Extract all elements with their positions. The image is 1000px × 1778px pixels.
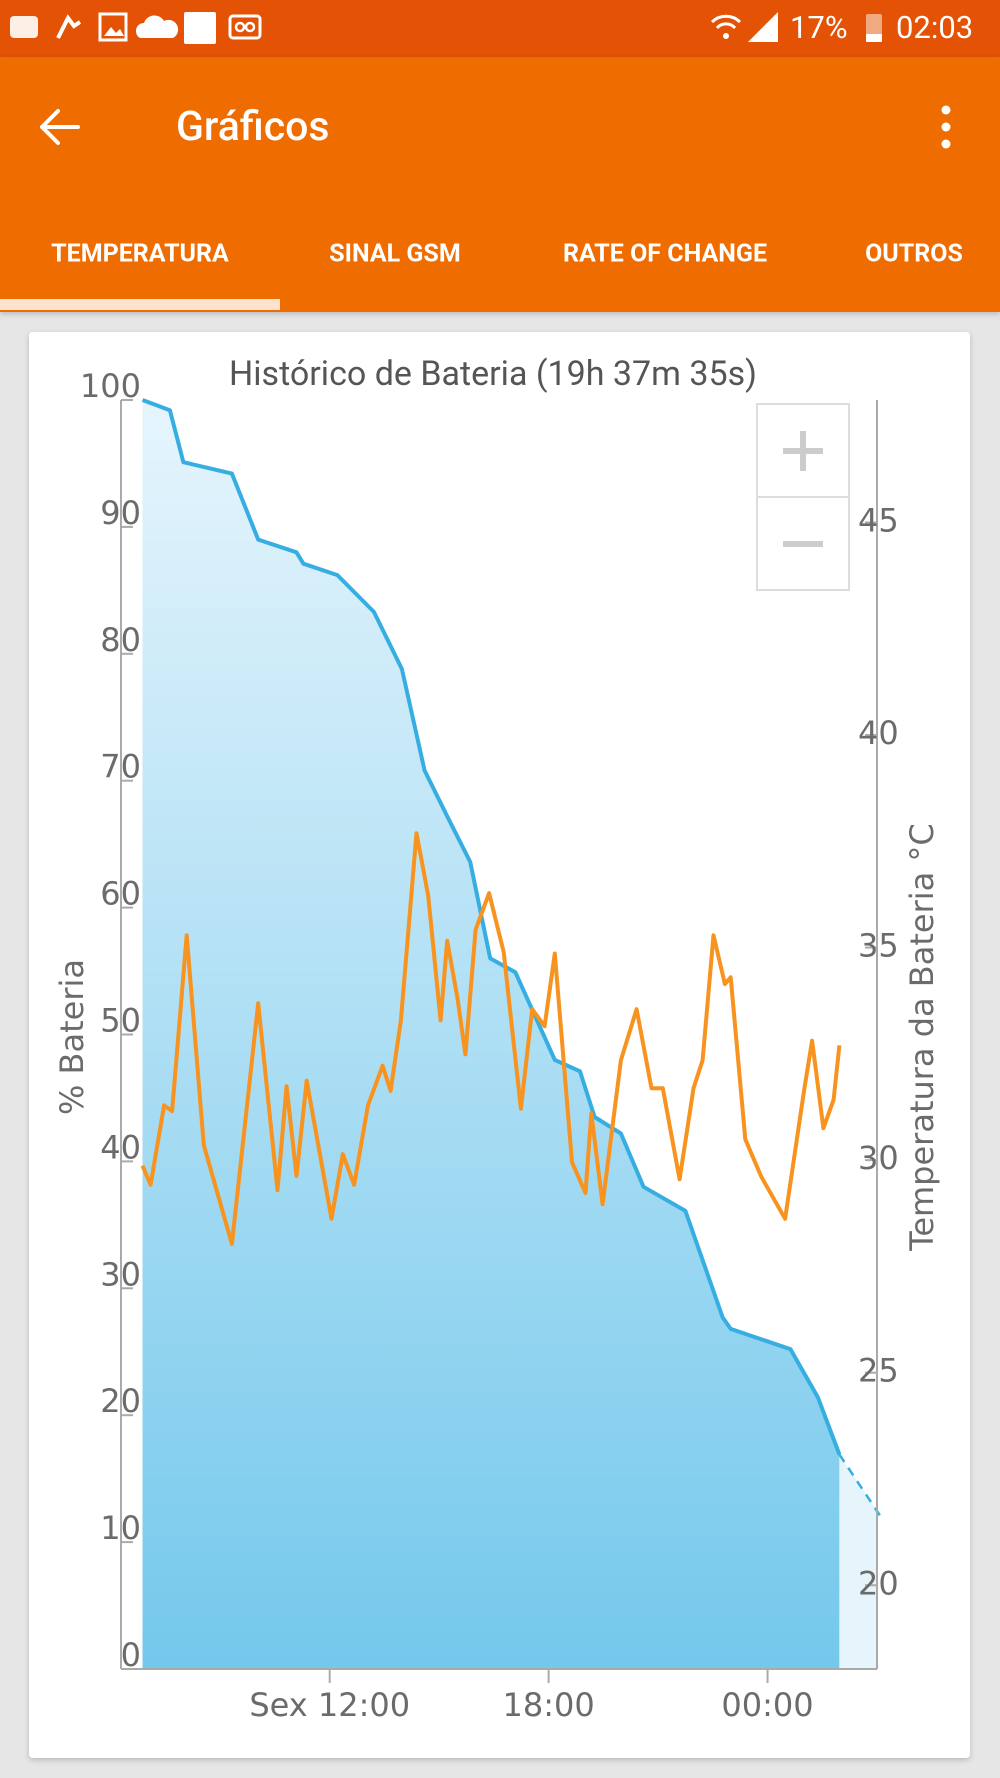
y-axis-label: % Bateria <box>53 959 91 1115</box>
battery-percent: 17% <box>790 9 848 46</box>
y-tick-label: 30 <box>100 1255 141 1293</box>
y-tick-label: 70 <box>100 748 141 786</box>
y-tick-label: 80 <box>100 621 141 659</box>
y-tick-label: 50 <box>100 1002 141 1040</box>
y-tick-label: 60 <box>100 875 141 913</box>
y-tick-label: 10 <box>100 1509 141 1547</box>
status-icons <box>10 12 882 44</box>
y-tick-label: 90 <box>100 494 141 532</box>
chart-title: Histórico de Bateria (19h 37m 35s) <box>229 354 757 394</box>
zoom-in[interactable] <box>783 431 823 471</box>
y2-tick-label: 20 <box>858 1564 899 1602</box>
x-tick-label: Sex 12:00 <box>249 1686 410 1724</box>
y2-tick-label: 45 <box>858 501 899 539</box>
area <box>142 400 840 1669</box>
y-tick-label: 100 <box>80 367 141 405</box>
area <box>839 1454 877 1669</box>
calendar-day: 17 <box>185 14 215 44</box>
line <box>140 831 842 1246</box>
clock: 02:03 <box>896 9 973 46</box>
y2-tick-label: 25 <box>858 1352 899 1390</box>
back-button[interactable] <box>40 109 80 145</box>
x-tick-label: 18:00 <box>503 1686 595 1724</box>
y2-tick-label: 35 <box>858 927 899 965</box>
tab[interactable]: TEMPERATURA <box>51 240 229 269</box>
zoom-controls <box>756 403 850 591</box>
tab[interactable]: OUTROS <box>865 240 963 269</box>
tab-indicator <box>0 299 280 310</box>
y-tick-label: 0 <box>121 1636 141 1674</box>
line <box>838 1453 884 1520</box>
y2-axis-label: Temperatura da Bateria °C <box>903 823 941 1252</box>
x-tick-label: 00:00 <box>721 1686 813 1724</box>
app-bar <box>0 57 1000 312</box>
y2-tick-label: 30 <box>858 1139 899 1177</box>
tab[interactable]: SINAL GSM <box>329 240 460 269</box>
y-tick-label: 20 <box>100 1382 141 1420</box>
app-title: Gráficos <box>176 103 330 151</box>
menu-button[interactable] <box>941 105 951 149</box>
y2-tick-label: 40 <box>858 714 899 752</box>
y-tick-label: 40 <box>100 1128 141 1166</box>
tab[interactable]: RATE OF CHANGE <box>563 240 767 269</box>
line <box>141 398 842 1456</box>
